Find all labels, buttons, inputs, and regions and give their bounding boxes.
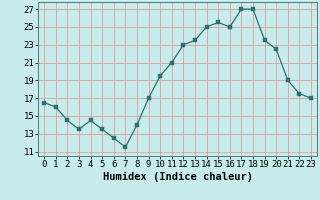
X-axis label: Humidex (Indice chaleur): Humidex (Indice chaleur) (103, 172, 252, 182)
